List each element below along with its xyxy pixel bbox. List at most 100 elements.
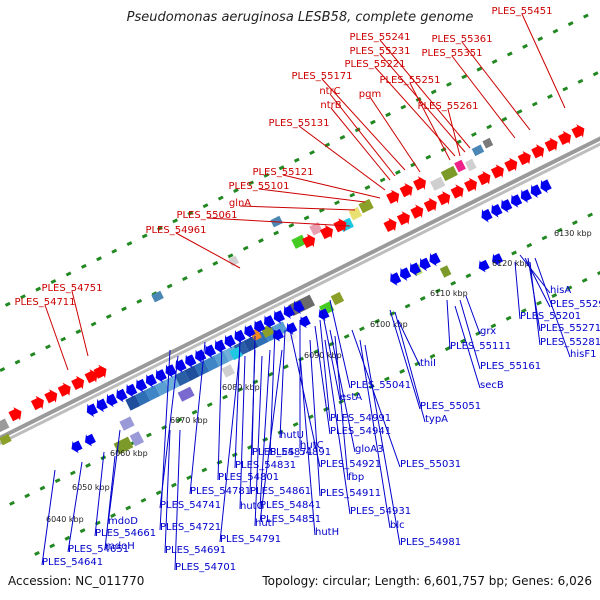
tick-row-reverse (359, 326, 365, 332)
tick-row-outer-forward (141, 233, 148, 239)
leader-line (258, 188, 366, 203)
reverse-gene-label[interactable]: PLES_55281 (540, 337, 600, 348)
leader-line (330, 107, 391, 181)
forward-gene-label[interactable]: ntrB (320, 100, 341, 111)
forward-gene-label[interactable]: PLES_55361 (431, 34, 492, 45)
leader-line (219, 349, 241, 543)
reverse-gene-label[interactable]: PLES_54661 (95, 528, 156, 539)
reverse-gene-label[interactable]: blc (390, 520, 405, 531)
reverse-gene-label[interactable]: PLES_55031 (400, 459, 461, 470)
forward-gene-label[interactable]: ntrC (319, 86, 340, 97)
forward-gene-label[interactable]: PLES_55171 (291, 71, 352, 82)
reverse-gene-label[interactable]: PLES_55111 (450, 341, 511, 352)
reverse-gene-label[interactable]: PLES_54831 (235, 460, 296, 471)
tick-row-forward (197, 268, 204, 274)
reverse-gene-label[interactable]: PLES_54851 (260, 514, 321, 525)
forward-gene-label[interactable]: PLES_54711 (14, 297, 75, 308)
reverse-gene-label[interactable]: PLES_54941 (330, 426, 391, 437)
reverse-gene-label[interactable]: PLES_54721 (160, 522, 221, 533)
reverse-gene-label[interactable]: PLES_55201 (520, 311, 581, 322)
reverse-gene-label[interactable]: PLES_54651 (68, 544, 129, 555)
reverse-gene-label[interactable]: PLES_54921 (320, 459, 381, 470)
reverse-gene-label[interactable]: PLES_54791 (220, 534, 281, 545)
reverse-gene-label[interactable]: PLES_54861 (250, 486, 311, 497)
reverse-gene-label[interactable]: gloA3 (355, 444, 383, 455)
reverse-gene-label[interactable]: grx (480, 326, 496, 337)
reverse-gene-label[interactable]: hutU (280, 430, 304, 441)
reverse-gene-label[interactable]: thiI (420, 358, 436, 369)
reverse-gene-label[interactable]: PLES_54741 (160, 500, 221, 511)
reverse-gene-label[interactable]: hisA (550, 285, 571, 296)
reverse-gene-label[interactable]: PLES_54871 (252, 447, 313, 458)
leader-line (329, 299, 351, 389)
forward-gene-label[interactable]: PLES_55231 (349, 46, 410, 57)
reverse-gene-label[interactable]: PLES_55041 (350, 380, 411, 391)
reverse-gene-label[interactable]: PLES_54801 (218, 472, 279, 483)
reverse-gene-label[interactable]: mdoH (105, 541, 135, 552)
forward-gene-label[interactable]: PLES_54751 (41, 283, 102, 294)
reverse-gene-label[interactable]: PLES_55291 (550, 299, 600, 310)
tick-row-outer-reverse (125, 505, 132, 511)
tick-row-outer-forward (35, 286, 42, 292)
tick-row-outer-reverse (399, 368, 406, 374)
forward-gene-arrow (517, 151, 531, 166)
forward-gene-label[interactable]: PLES_55121 (252, 167, 313, 178)
reverse-gene-label[interactable]: PLES_54891 (270, 447, 331, 458)
leader-line (461, 41, 531, 131)
kbp-tick-label: 6090 kbp (304, 351, 342, 360)
forward-gene-label[interactable]: PLES_55241 (349, 32, 410, 43)
reverse-gene-label[interactable]: PLES_55271 (540, 323, 600, 334)
reverse-gene-label[interactable]: PLES_54991 (330, 413, 391, 424)
forward-gene-label[interactable]: PLES_55451 (491, 6, 552, 17)
reverse-gene-label[interactable]: hutI (255, 518, 275, 529)
tick-row-forward (531, 101, 538, 107)
reverse-gene-label[interactable]: PLES_54781 (190, 486, 251, 497)
forward-gene-label[interactable]: PLES_55261 (417, 101, 478, 112)
reverse-gene-label[interactable]: PLES_54841 (260, 500, 321, 511)
reverse-gene-label[interactable]: hutC (300, 440, 324, 451)
tick-row-reverse (191, 409, 198, 415)
forward-gene-label[interactable]: PLES_54961 (145, 225, 206, 236)
reverse-gene-label[interactable]: fbp (348, 472, 364, 483)
forward-gene-label[interactable]: pgm (359, 89, 381, 100)
reverse-gene-label[interactable]: mdoD (108, 516, 138, 527)
forward-gene-label[interactable]: PLES_55221 (344, 59, 405, 70)
kbp-tick-label: 6040 kbp (46, 515, 84, 524)
reverse-gene-label[interactable]: hutH (315, 527, 339, 538)
reverse-gene-label[interactable]: PLES_54641 (42, 557, 103, 568)
leader-line (174, 429, 181, 571)
reverse-gene-label[interactable]: PLES_54691 (165, 545, 226, 556)
reverse-gene-label[interactable]: PLES_55161 (480, 361, 541, 372)
tick-row-forward (181, 276, 188, 281)
forward-gene-label[interactable]: PLES_55061 (176, 210, 237, 221)
forward-gene-label[interactable]: PLES_55131 (268, 118, 329, 129)
reverse-gene-arrow (264, 315, 276, 329)
tick-row-forward (0, 367, 6, 373)
reverse-gene-label[interactable]: PLES_54701 (175, 562, 236, 573)
reverse-gene-arrow (155, 369, 167, 383)
leader-line (309, 339, 321, 497)
tick-row-outer-reverse (520, 308, 527, 314)
reverse-gene-label[interactable]: PLES_55051 (420, 401, 481, 412)
forward-gene-label[interactable]: PLES_55351 (421, 48, 482, 59)
leader-line (282, 174, 381, 199)
forward-gene-label[interactable]: PLES_55251 (379, 75, 440, 86)
tick-rows (0, 13, 600, 556)
reverse-gene-label[interactable]: estA (340, 392, 362, 403)
leader-line (379, 39, 471, 149)
tick-row-outer-forward (385, 112, 392, 118)
leader-line (159, 349, 171, 531)
reverse-gene-label[interactable]: PLES_54911 (320, 488, 381, 499)
reverse-gene-label[interactable]: hisF1 (570, 349, 596, 360)
reverse-gene-label[interactable]: PLES_54931 (350, 506, 411, 517)
tick-row-outer-forward (354, 127, 361, 133)
reverse-gene-label[interactable]: secB (480, 380, 504, 391)
forward-gene-label[interactable]: glnA (229, 198, 251, 209)
reverse-gene-label[interactable]: hutG (240, 501, 264, 512)
reverse-gene-label[interactable]: PLES_54981 (400, 537, 461, 548)
tick-row-outer-reverse (64, 535, 71, 541)
reverse-gene-label[interactable]: typA (425, 414, 448, 425)
tick-row-reverse (222, 394, 228, 400)
tick-row-outer-reverse (155, 490, 162, 496)
forward-gene-label[interactable]: PLES_55101 (228, 181, 289, 192)
